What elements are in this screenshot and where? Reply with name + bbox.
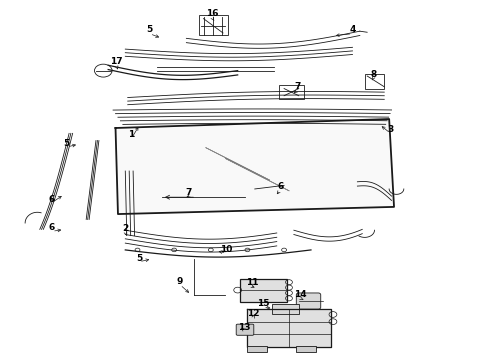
Text: 11: 11 — [246, 278, 259, 287]
Text: 8: 8 — [370, 70, 377, 79]
Text: 5: 5 — [147, 25, 153, 34]
FancyBboxPatch shape — [236, 324, 254, 335]
FancyBboxPatch shape — [296, 346, 316, 352]
Text: 9: 9 — [177, 276, 183, 285]
Text: 7: 7 — [186, 188, 192, 197]
Text: 5: 5 — [136, 254, 142, 263]
Text: 13: 13 — [238, 323, 251, 332]
Text: 5: 5 — [64, 139, 70, 148]
Text: 7: 7 — [294, 82, 300, 91]
Text: 12: 12 — [247, 309, 260, 318]
Text: 4: 4 — [349, 25, 356, 34]
FancyBboxPatch shape — [240, 279, 287, 302]
Text: 16: 16 — [206, 9, 219, 18]
Polygon shape — [247, 309, 331, 347]
Text: 3: 3 — [388, 125, 394, 134]
Text: 2: 2 — [122, 224, 128, 233]
Text: 6: 6 — [49, 223, 55, 232]
Text: 10: 10 — [220, 245, 233, 254]
FancyBboxPatch shape — [272, 304, 299, 315]
Text: 15: 15 — [257, 299, 270, 308]
FancyBboxPatch shape — [247, 346, 267, 352]
Text: 6: 6 — [277, 182, 283, 191]
Text: 17: 17 — [110, 57, 123, 66]
Text: 6: 6 — [49, 194, 55, 203]
FancyBboxPatch shape — [296, 293, 321, 309]
Polygon shape — [116, 119, 394, 214]
Text: 1: 1 — [128, 130, 135, 139]
Text: 14: 14 — [294, 290, 307, 299]
